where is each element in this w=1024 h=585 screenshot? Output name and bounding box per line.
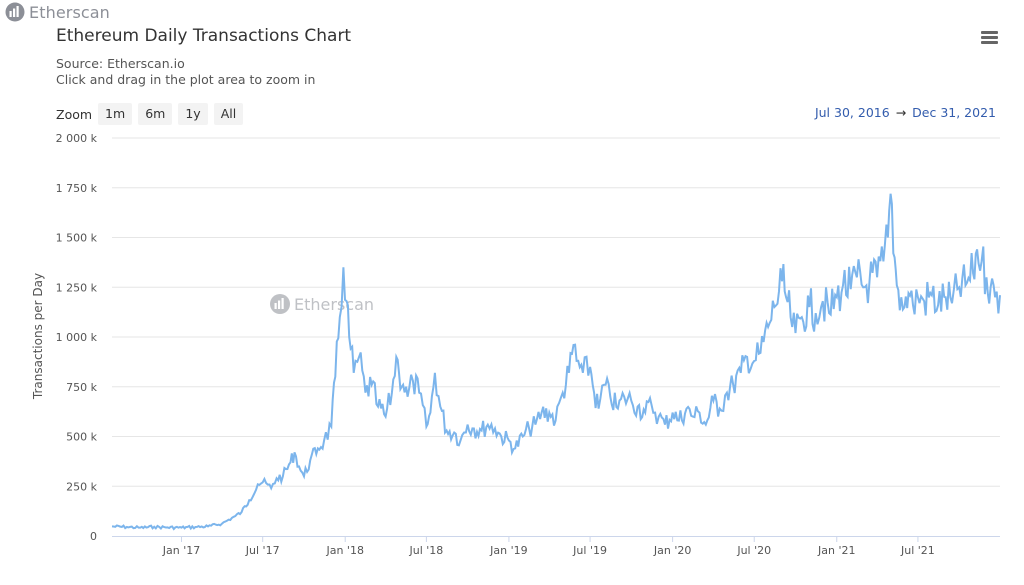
chart-source: Source: Etherscan.io <box>56 56 185 71</box>
etherscan-watermark: Etherscan <box>270 294 374 314</box>
y-tick-label: 250 k <box>66 480 97 493</box>
x-tick-label: Jul '21 <box>900 544 935 557</box>
y-tick-label: 1 000 k <box>56 331 98 344</box>
watermark-text: Etherscan <box>294 295 374 314</box>
x-tick-label: Jan '18 <box>325 544 363 557</box>
etherscan-logo[interactable]: Etherscan <box>4 2 110 22</box>
x-tick-label: Jul '18 <box>408 544 443 557</box>
y-tick-label: 750 k <box>66 381 97 394</box>
range-arrow: → <box>895 105 907 120</box>
x-axis-ticks: Jan '17 Jul '17 Jan '18 Jul '18 Jan '19 Jul '… <box>162 536 935 557</box>
y-tick-label: 1 250 k <box>56 281 98 294</box>
zoom-1m-button[interactable]: 1m <box>98 103 133 125</box>
range-from[interactable]: Jul 30, 2016 <box>814 105 890 120</box>
x-tick-label: Jan '19 <box>489 544 527 557</box>
zoom-all-button[interactable]: All <box>213 103 244 125</box>
zoom-6m-button[interactable]: 6m <box>138 103 173 125</box>
chart-zoom-hint: Click and drag in the plot area to zoom … <box>56 72 316 87</box>
x-tick-label: Jan '21 <box>817 544 855 557</box>
y-axis-label: Transactions per Day <box>31 273 45 400</box>
chart-menu-button[interactable] <box>978 26 1002 48</box>
x-tick-label: Jul '20 <box>736 544 771 557</box>
hamburger-menu-icon <box>981 31 998 44</box>
x-tick-label: Jan '17 <box>162 544 200 557</box>
y-axis-ticks: 0 250 k 500 k 750 k 1 000 k 1 250 k 1 500 k 1 7… <box>56 132 98 543</box>
zoom-controls: Zoom 1m 6m 1y All <box>56 103 249 125</box>
brand-name: Etherscan <box>29 2 110 22</box>
series-line <box>111 193 1001 531</box>
y-tick-label: 1 500 k <box>56 232 98 245</box>
chart-title: Ethereum Daily Transactions Chart <box>56 26 352 46</box>
y-tick-label: 2 000 k <box>56 132 98 145</box>
range-to[interactable]: Dec 31, 2021 <box>912 105 996 120</box>
x-tick-label: Jul '19 <box>572 544 607 557</box>
x-tick-label: Jul '17 <box>245 544 280 557</box>
y-tick-label: 0 <box>90 530 97 543</box>
y-tick-label: 1 750 k <box>56 182 98 195</box>
date-range: Jul 30, 2016 → Dec 31, 2021 <box>809 105 996 120</box>
grid-lines <box>112 137 1000 537</box>
x-tick-label: Jan '20 <box>653 544 691 557</box>
etherscan-bars-icon <box>5 2 25 22</box>
y-tick-label: 500 k <box>66 431 97 444</box>
zoom-1y-button[interactable]: 1y <box>178 103 208 125</box>
zoom-label: Zoom <box>56 106 93 122</box>
